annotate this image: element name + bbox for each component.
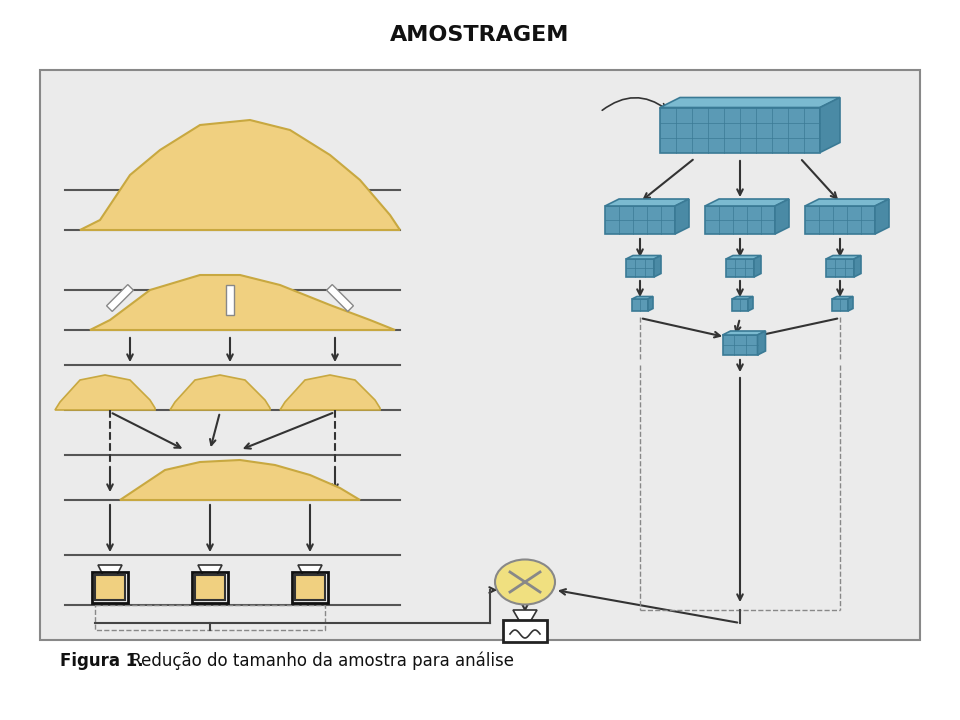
FancyBboxPatch shape bbox=[726, 259, 754, 277]
FancyBboxPatch shape bbox=[226, 285, 234, 315]
FancyBboxPatch shape bbox=[632, 299, 648, 311]
Polygon shape bbox=[654, 256, 661, 277]
Polygon shape bbox=[805, 199, 889, 206]
Polygon shape bbox=[675, 199, 689, 234]
Polygon shape bbox=[726, 256, 761, 259]
Polygon shape bbox=[198, 565, 222, 575]
Polygon shape bbox=[705, 199, 789, 206]
Polygon shape bbox=[98, 565, 122, 575]
Polygon shape bbox=[298, 565, 322, 575]
FancyBboxPatch shape bbox=[95, 575, 125, 600]
Polygon shape bbox=[826, 256, 861, 259]
FancyBboxPatch shape bbox=[705, 206, 775, 234]
Polygon shape bbox=[120, 460, 360, 500]
FancyBboxPatch shape bbox=[723, 335, 757, 355]
FancyBboxPatch shape bbox=[805, 206, 875, 234]
Polygon shape bbox=[90, 275, 395, 330]
Polygon shape bbox=[875, 199, 889, 234]
FancyBboxPatch shape bbox=[295, 575, 325, 600]
Polygon shape bbox=[723, 331, 765, 335]
Polygon shape bbox=[55, 375, 155, 410]
Polygon shape bbox=[660, 97, 840, 107]
Polygon shape bbox=[732, 297, 753, 299]
Polygon shape bbox=[513, 610, 537, 622]
Polygon shape bbox=[748, 297, 753, 311]
Text: Figura 1.: Figura 1. bbox=[60, 652, 144, 670]
Ellipse shape bbox=[495, 559, 555, 605]
Polygon shape bbox=[626, 256, 661, 259]
Polygon shape bbox=[854, 256, 861, 277]
FancyBboxPatch shape bbox=[40, 70, 920, 640]
Polygon shape bbox=[848, 297, 853, 311]
Polygon shape bbox=[832, 297, 853, 299]
Polygon shape bbox=[80, 120, 400, 230]
FancyBboxPatch shape bbox=[826, 259, 854, 277]
FancyBboxPatch shape bbox=[605, 206, 675, 234]
Text: AMOSTRAGEM: AMOSTRAGEM bbox=[391, 25, 569, 45]
FancyBboxPatch shape bbox=[107, 284, 133, 312]
FancyBboxPatch shape bbox=[626, 259, 654, 277]
FancyBboxPatch shape bbox=[832, 299, 848, 311]
Polygon shape bbox=[820, 97, 840, 153]
FancyBboxPatch shape bbox=[503, 620, 547, 642]
Polygon shape bbox=[757, 331, 765, 355]
Polygon shape bbox=[775, 199, 789, 234]
Polygon shape bbox=[170, 375, 270, 410]
Polygon shape bbox=[648, 297, 653, 311]
FancyBboxPatch shape bbox=[732, 299, 748, 311]
Polygon shape bbox=[754, 256, 761, 277]
Polygon shape bbox=[632, 297, 653, 299]
FancyBboxPatch shape bbox=[660, 107, 820, 153]
Polygon shape bbox=[605, 199, 689, 206]
FancyBboxPatch shape bbox=[326, 284, 353, 312]
FancyBboxPatch shape bbox=[195, 575, 225, 600]
Text: Redução do tamanho da amostra para análise: Redução do tamanho da amostra para análi… bbox=[125, 652, 514, 670]
Polygon shape bbox=[280, 375, 380, 410]
